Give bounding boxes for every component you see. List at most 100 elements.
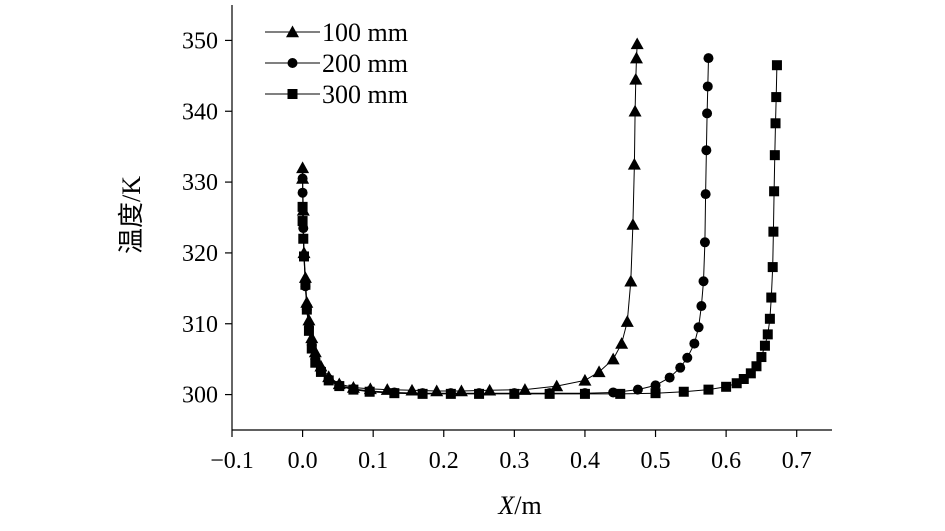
data-point: [701, 145, 712, 156]
data-point: [509, 388, 520, 399]
data-point: [664, 372, 675, 383]
data-point: [768, 226, 779, 237]
data-point: [303, 325, 314, 336]
data-point: [771, 60, 782, 71]
data-point: [731, 378, 742, 389]
data-point: [675, 362, 686, 373]
data-point: [756, 352, 767, 363]
y-tick-label: 340: [182, 99, 218, 125]
y-tick-label: 300: [182, 383, 218, 409]
data-point: [305, 331, 319, 344]
data-point: [628, 104, 642, 117]
data-point: [550, 379, 564, 392]
data-point: [302, 313, 316, 326]
legend-label: 100 mm: [322, 18, 408, 47]
data-point: [770, 118, 781, 129]
x-tick-label: 0.1: [358, 448, 388, 474]
data-point: [678, 386, 689, 397]
data-point: [297, 216, 308, 227]
x-axis-variable: X: [497, 491, 515, 520]
x-tick-label: 0.3: [499, 448, 529, 474]
y-tick-label: 330: [182, 170, 218, 196]
y-tick-label: 320: [182, 241, 218, 267]
data-point: [650, 380, 661, 391]
data-point: [693, 322, 704, 333]
x-tick-label: 0.4: [570, 448, 600, 474]
y-axis-title: 温度/K: [117, 176, 146, 254]
legend-label: 300 mm: [322, 80, 408, 109]
data-point: [483, 383, 497, 396]
data-point: [699, 237, 710, 248]
data-point: [445, 388, 456, 399]
data-point: [689, 338, 700, 349]
data-point: [364, 386, 375, 397]
x-tick-label: 0.0: [288, 448, 318, 474]
data-point: [738, 374, 749, 384]
data-point: [620, 315, 634, 327]
data-point: [766, 292, 777, 303]
x-tick-label: 0.6: [711, 448, 741, 474]
data-point: [703, 384, 714, 395]
data-point: [626, 218, 640, 230]
data-point: [629, 51, 643, 64]
series-300-mm: [297, 60, 782, 399]
data-point: [518, 383, 532, 395]
legend-item: 200 mm: [265, 49, 408, 78]
legend-item: 100 mm: [265, 18, 408, 47]
data-point: [615, 337, 629, 349]
legend-label: 200 mm: [322, 49, 408, 78]
data-point: [627, 157, 641, 170]
data-point: [702, 81, 713, 92]
data-point: [630, 37, 644, 50]
series-layer: [296, 37, 782, 399]
data-point: [769, 150, 780, 161]
x-tick-label: 0.2: [429, 448, 459, 474]
data-point: [592, 365, 606, 378]
data-point: [615, 388, 626, 399]
data-point: [544, 388, 555, 399]
data-point: [771, 92, 782, 103]
x-tick-label: 0.5: [641, 448, 671, 474]
data-point: [323, 375, 334, 386]
data-point: [348, 384, 359, 395]
data-point: [703, 53, 714, 64]
data-point: [624, 274, 638, 287]
data-point: [769, 186, 780, 197]
data-point: [299, 251, 309, 262]
data-point: [698, 276, 709, 287]
data-point: [767, 262, 778, 273]
data-point: [751, 361, 762, 372]
data-point: [296, 161, 310, 174]
data-point: [298, 233, 309, 244]
legend-item: 300 mm: [265, 80, 408, 109]
data-point: [474, 388, 485, 399]
y-tick-label: 350: [182, 28, 218, 54]
data-point: [297, 187, 308, 198]
x-tick-label: −0.1: [210, 448, 254, 474]
data-point: [301, 304, 312, 315]
data-point: [300, 279, 311, 290]
data-point: [310, 357, 321, 368]
data-point: [721, 381, 732, 392]
data-point: [297, 173, 308, 184]
axes: −0.1 0.0 0.1 0.2 0.3 0.4 0.5 0.6 0.7 300 310 320 330…: [182, 5, 832, 474]
x-axis-title: X/m: [497, 491, 541, 520]
data-point: [632, 384, 643, 395]
data-point: [306, 343, 317, 354]
data-point: [696, 301, 707, 312]
x-tick-label: 0.7: [782, 448, 812, 474]
legend-marker: [287, 58, 298, 68]
data-point: [700, 189, 711, 200]
data-point: [389, 388, 400, 399]
data-point: [578, 373, 592, 386]
data-point: [579, 388, 590, 399]
data-point: [764, 313, 775, 324]
data-point: [702, 108, 713, 119]
legend-marker: [287, 89, 298, 99]
data-point: [682, 352, 693, 363]
legend-marker: [286, 25, 299, 38]
data-point: [417, 388, 428, 399]
